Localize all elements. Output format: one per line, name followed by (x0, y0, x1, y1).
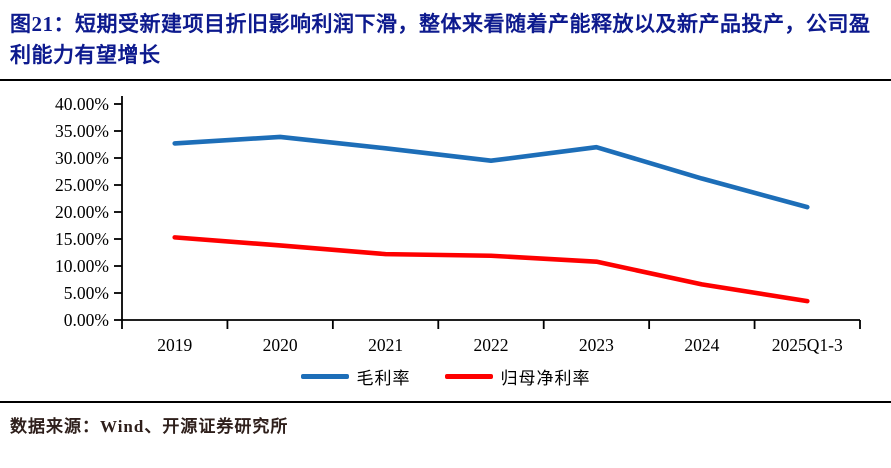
series-line-1 (172, 235, 810, 304)
figure-title: 图21：短期受新建项目折旧影响利润下滑，整体来看随着产能释放以及新产品投产，公司… (10, 9, 877, 71)
y-axis-tick-label: 35.00% (55, 121, 109, 141)
y-axis-tick-label: 5.00% (64, 283, 109, 303)
x-axis-label: 2025Q1-3 (772, 335, 843, 355)
y-axis-tick-label: 25.00% (55, 175, 109, 195)
series-line-0 (172, 134, 810, 210)
x-axis-label: 2019 (157, 335, 192, 355)
legend-item-net-margin: 归母净利率 (444, 364, 591, 389)
figure-title-text: 短期受新建项目折旧影响利润下滑，整体来看随着产能释放以及新产品投产，公司盈利能力… (10, 12, 871, 67)
y-axis-tick-label: 20.00% (55, 202, 109, 222)
chart-legend: 毛利率 归母净利率 (0, 361, 891, 391)
legend-swatch-gross-margin (300, 373, 349, 379)
source-label: 数据来源： (10, 417, 100, 436)
x-axis-label: 2023 (579, 335, 614, 355)
legend-item-gross-margin: 毛利率 (300, 364, 411, 389)
x-axis-label: 2020 (263, 335, 298, 355)
y-axis-tick-label: 30.00% (55, 148, 109, 168)
figure-header: 图21：短期受新建项目折旧影响利润下滑，整体来看随着产能释放以及新产品投产，公司… (0, 0, 891, 81)
y-axis-tick-label: 0.00% (64, 310, 109, 330)
x-axis-label: 2021 (368, 335, 403, 355)
x-axis-label: 2024 (684, 335, 719, 355)
x-axis-label: 2022 (474, 335, 509, 355)
y-axis-tick-label: 15.00% (55, 229, 109, 249)
y-axis-tick-label: 40.00% (55, 94, 109, 114)
figure-number: 图21： (10, 12, 75, 36)
source-text: Wind、开源证券研究所 (100, 417, 289, 436)
legend-label-net-margin: 归母净利率 (500, 368, 591, 388)
legend-swatch-net-margin (444, 373, 493, 379)
source-row: 数据来源：Wind、开源证券研究所 (0, 401, 891, 437)
legend-label-gross-margin: 毛利率 (356, 368, 411, 388)
y-axis-tick-label: 10.00% (55, 256, 109, 276)
line-chart: 0.00% 5.00% 10.00% 15.00% 20.00% 25.00% 30.00%… (55, 94, 861, 355)
